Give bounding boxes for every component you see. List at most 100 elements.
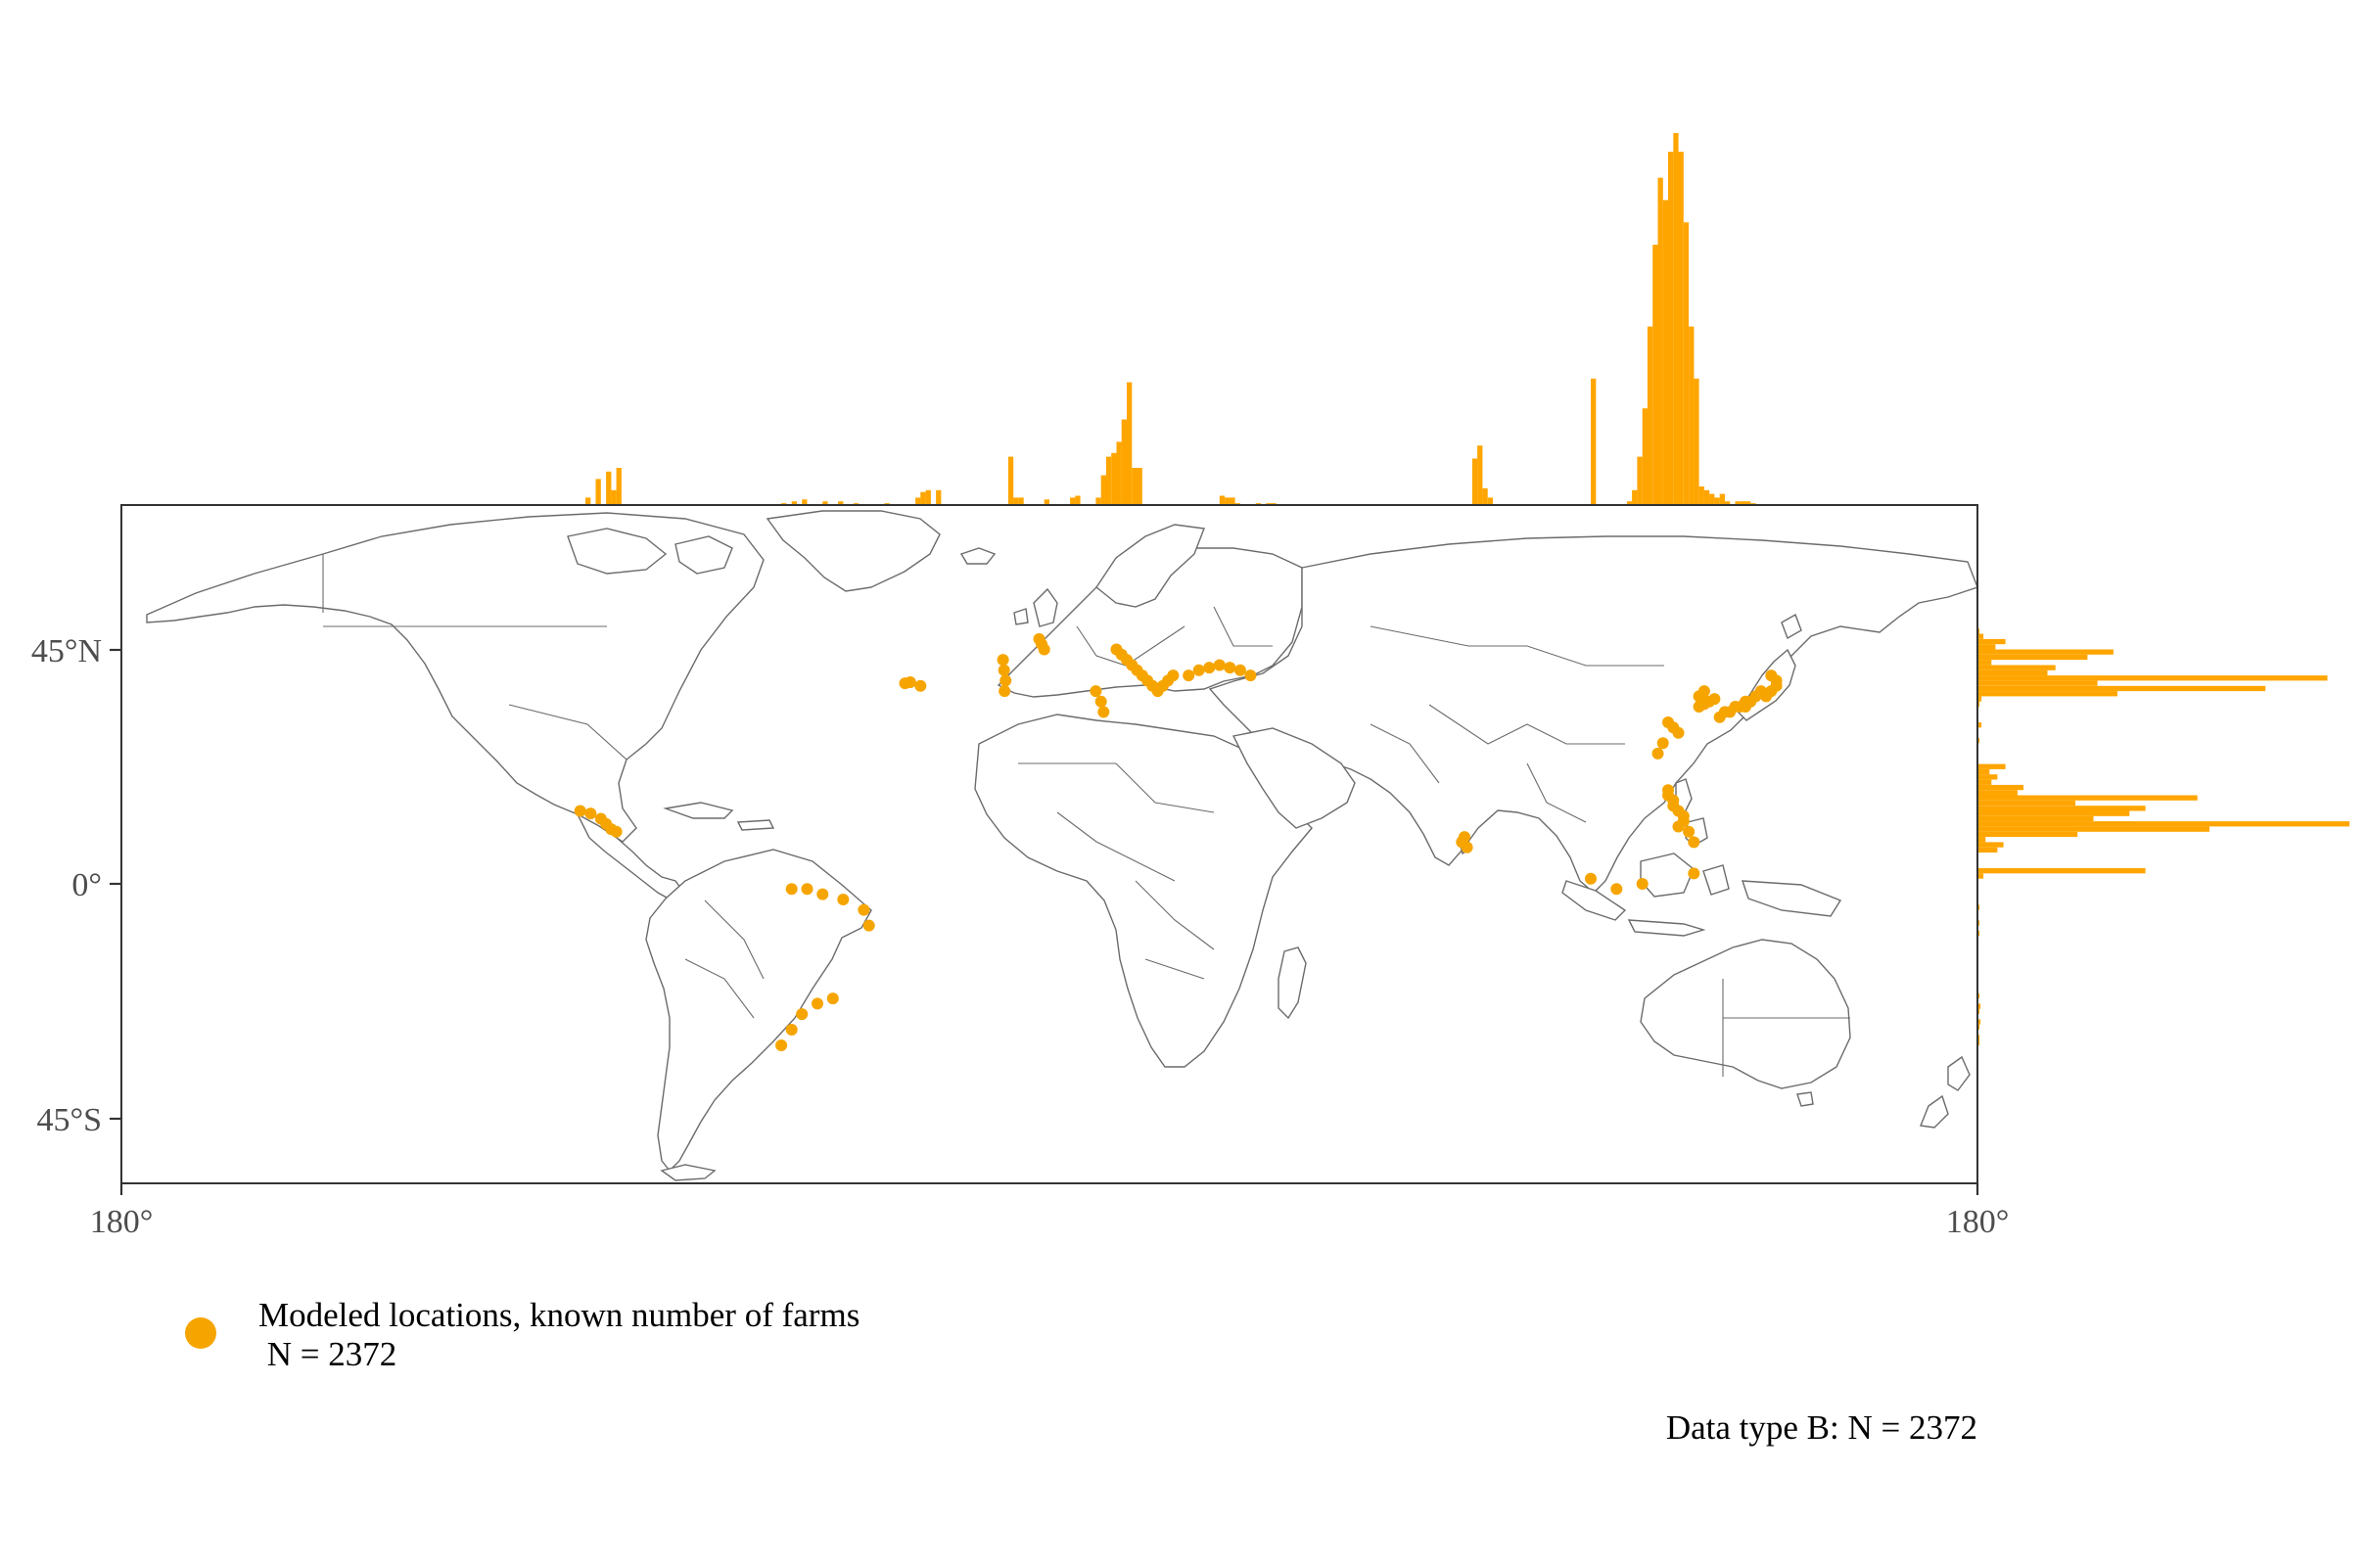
- longitude-histogram-bar: [1626, 501, 1633, 505]
- location-point-china-coast: [1651, 747, 1664, 760]
- longitude-histogram-bar: [1652, 245, 1658, 505]
- location-point-tunisia: [1097, 706, 1110, 718]
- location-point-iberia-atlantic: [999, 685, 1011, 698]
- longitude-histogram-bar: [822, 501, 828, 505]
- latitude-histogram-bar: [1977, 696, 1982, 702]
- latitude-histogram-bar: [1977, 790, 2018, 796]
- location-point-brazil: [812, 997, 823, 1010]
- location-point-azores: [904, 676, 916, 688]
- longitude-histogram-bar: [1105, 456, 1112, 505]
- location-point-turkey-black-sea: [1183, 669, 1195, 682]
- british-isles-outline: [1013, 587, 1058, 627]
- longitude-histogram-bar: [1683, 222, 1690, 505]
- latitude-histogram-bar: [1977, 779, 1992, 785]
- location-point-indonesia: [1636, 878, 1649, 890]
- location-point-central-america: [610, 825, 623, 838]
- caribbean-islands-outline: [663, 802, 775, 831]
- location-point-philippines: [1672, 820, 1685, 833]
- latitude-histogram-bar: [1977, 768, 1990, 775]
- arabia-outline: [1231, 727, 1356, 829]
- longitude-histogram-bar: [791, 501, 797, 505]
- indonesia-outline: [1561, 853, 1842, 937]
- longitude-histogram-bar: [1662, 200, 1668, 505]
- longitude-histogram-bar: [936, 489, 942, 505]
- latitude-histogram-bar: [1977, 837, 1986, 843]
- greenland-outline: [766, 510, 941, 592]
- latitude-histogram-bar: [1977, 800, 2076, 807]
- latitude-histogram-bar: [1977, 842, 2004, 848]
- location-point-brazil: [826, 992, 839, 1005]
- longitude-histogram-bar: [1591, 378, 1597, 505]
- location-point-turkey-black-sea: [1244, 669, 1257, 682]
- map-panel: [120, 504, 1978, 1184]
- latitude-histogram-bar: [1977, 826, 2209, 832]
- location-point-philippines: [1662, 789, 1674, 802]
- longitude-histogram-bar: [1719, 493, 1725, 505]
- location-point-japan: [1713, 711, 1726, 723]
- panel-border: [120, 504, 1978, 1184]
- latitude-histogram-bar: [1977, 873, 1984, 879]
- location-point-japan: [1765, 669, 1778, 682]
- longitude-histogram-bar: [1698, 486, 1704, 505]
- latitude-histogram-bar: [1977, 784, 2023, 791]
- longitude-histogram-bar: [1487, 497, 1493, 505]
- longitude-histogram-bar: [838, 501, 844, 505]
- longitude-histogram-bar: [1137, 468, 1142, 505]
- location-point-iberia-atlantic: [997, 654, 1009, 667]
- location-point-france-atlantic: [1038, 643, 1050, 656]
- longitude-histogram-bar: [1724, 501, 1731, 505]
- legend-label-line1: Modeled locations, known number of farms: [258, 1296, 860, 1334]
- y-tick-label-0: 0°: [71, 867, 102, 903]
- longitude-histogram-bar: [1121, 419, 1127, 505]
- location-point-china-coast: [1672, 726, 1685, 739]
- location-point-france-atlantic: [1033, 632, 1046, 645]
- longitude-histogram-bar: [925, 489, 931, 505]
- location-point-brazil: [775, 1039, 788, 1051]
- y-tick-label-45n: 45°N: [31, 633, 102, 669]
- australia-outline: [1640, 939, 1851, 1089]
- latitude-histogram-bar: [1977, 654, 2088, 661]
- location-point-brazil: [785, 1024, 798, 1036]
- longitude-histogram-bar: [1709, 493, 1715, 505]
- location-point-mediterranean: [1167, 669, 1180, 682]
- longitude-histogram-bar: [1116, 441, 1122, 505]
- longitude-histogram-bar: [1703, 489, 1710, 505]
- location-point-china-coast: [1656, 737, 1669, 750]
- location-point-tunisia: [1094, 695, 1107, 708]
- tasmania-outline: [1796, 1091, 1814, 1107]
- location-point-turkey-black-sea: [1213, 659, 1226, 671]
- latitude-histogram-bar: [1977, 831, 2078, 838]
- longitude-histogram-bar: [1637, 456, 1643, 505]
- longitude-histogram-bar: [1127, 382, 1133, 505]
- location-point-sri-lanka-india: [1459, 831, 1470, 844]
- latitude-histogram-bar: [1977, 795, 2198, 801]
- longitude-histogram-bar: [585, 497, 591, 505]
- legend-point-swatch: [185, 1317, 216, 1349]
- longitude-histogram-bar: [1070, 497, 1076, 505]
- longitude-histogram-bar: [1111, 452, 1117, 505]
- location-point-brazil: [837, 894, 850, 905]
- latitude-histogram-bar: [1977, 847, 1998, 853]
- longitude-histogram-bar: [1735, 501, 1741, 505]
- location-point-turkey-black-sea: [1233, 664, 1246, 676]
- location-point-brazil: [858, 903, 870, 916]
- location-point-central-america: [584, 807, 597, 820]
- location-point-brazil: [862, 919, 875, 932]
- south-america-outline: [645, 849, 872, 1173]
- longitude-histogram-bar: [1694, 378, 1699, 505]
- longitude-histogram-bar: [1132, 468, 1138, 505]
- location-point-philippines: [1667, 800, 1680, 812]
- new-zealand-outline: [1920, 1055, 1971, 1129]
- latitude-histogram-bar: [1977, 806, 2146, 811]
- longitude-histogram-bar: [1044, 499, 1049, 505]
- country-outlines: [146, 510, 1977, 1181]
- longitude-histogram-bar: [1673, 133, 1679, 505]
- location-point-brazil: [816, 888, 829, 900]
- location-point-turkey-black-sea: [1224, 662, 1236, 674]
- location-point-japan: [1740, 695, 1751, 708]
- latitude-histogram-bar: [1977, 722, 1982, 728]
- latitude-histogram-bar: [1977, 810, 2130, 816]
- location-point-azores: [914, 679, 927, 692]
- latitude-histogram-bar: [1977, 638, 2006, 645]
- x-tick-label-right: 180°: [1946, 1204, 2010, 1240]
